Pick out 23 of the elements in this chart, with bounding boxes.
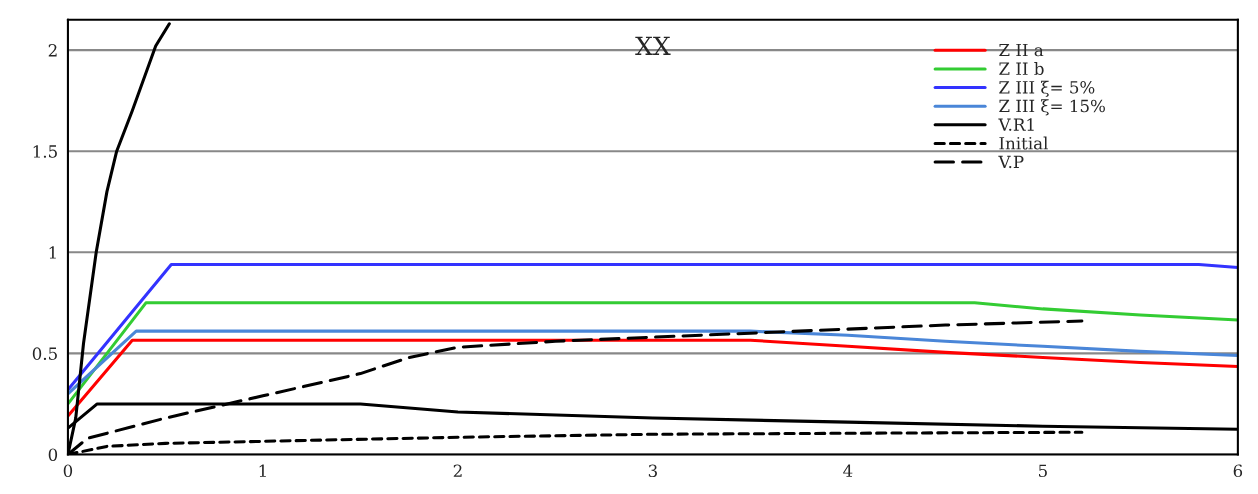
legend-label: Z II a [999, 43, 1044, 57]
y-tick-label: 0 [48, 448, 58, 462]
x-tick-label: 4 [843, 464, 853, 477]
x-tick-label: 0 [63, 464, 73, 478]
x-tick-label: 2 [453, 464, 462, 477]
line-series [67, 301, 1238, 406]
legend-label: Initial [999, 136, 1048, 150]
line-series [67, 338, 1238, 418]
legend-label: V.P [998, 155, 1024, 169]
y-tick-label: 2 [48, 44, 57, 57]
y-tick-label: 1.5 [33, 145, 57, 158]
legend-label: Z III ξ= 5% [999, 80, 1095, 97]
x-tick-label: 3 [648, 464, 657, 478]
x-tick-label: 5 [1039, 464, 1047, 478]
y-tick-label: 1 [49, 246, 56, 259]
line-series [67, 329, 1238, 396]
y-tick-label: 0.5 [32, 347, 57, 360]
legend-label: Z III ξ= 15% [999, 99, 1105, 116]
legend-label: V.R1 [998, 118, 1034, 131]
legend-label: Z II b [999, 62, 1044, 75]
text: XX [635, 36, 671, 55]
x-tick-label: 1 [259, 464, 266, 477]
x-tick-label: 6 [1233, 464, 1243, 478]
